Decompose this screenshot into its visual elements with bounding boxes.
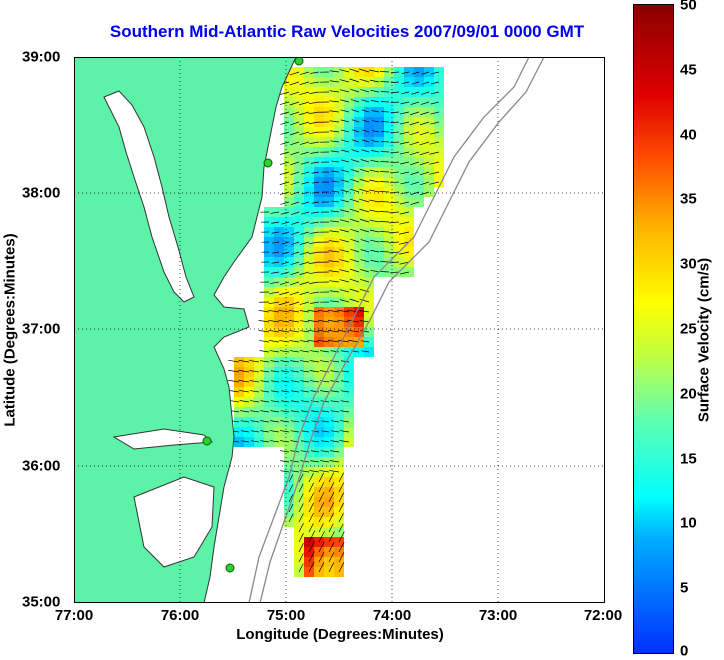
- colorbar-tick: 35: [680, 191, 697, 208]
- colorbar-tick: 45: [680, 62, 697, 79]
- y-tick-label: 38:00: [22, 185, 60, 202]
- colorbar: [633, 4, 674, 654]
- x-tick-label: 74:00: [373, 607, 411, 624]
- colorbar-tick: 15: [680, 451, 697, 468]
- x-tick-label: 75:00: [267, 607, 305, 624]
- map-plot-area[interactable]: [74, 57, 605, 603]
- x-tick-label: 76:00: [161, 607, 199, 624]
- colorbar-tick: 40: [680, 127, 697, 144]
- y-axis-label: Latitude (Degrees:Minutes): [2, 233, 19, 426]
- colorbar-tick: 10: [680, 515, 697, 532]
- colorbar-tick: 50: [680, 0, 697, 14]
- x-tick-label: 73:00: [479, 607, 517, 624]
- map-svg: [74, 57, 605, 603]
- map-title: Southern Mid-Atlantic Raw Velocities 200…: [62, 22, 632, 42]
- y-tick-label: 36:00: [22, 458, 60, 475]
- colorbar-tick: 0: [680, 643, 688, 660]
- colorbar-tick: 30: [680, 256, 697, 273]
- y-tick-label: 39:00: [22, 49, 60, 66]
- y-tick-label: 35:00: [22, 594, 60, 611]
- x-tick-label: 72:00: [584, 607, 622, 624]
- x-tick-label: 77:00: [55, 607, 93, 624]
- colorbar-tick: 25: [680, 321, 697, 338]
- y-tick-label: 37:00: [22, 321, 60, 338]
- colorbar-tick: 20: [680, 386, 697, 403]
- colorbar-label: Surface Velocity (cm/s): [696, 258, 713, 422]
- x-axis-label: Longitude (Degrees:Minutes): [236, 626, 444, 643]
- colorbar-tick: 5: [680, 580, 688, 597]
